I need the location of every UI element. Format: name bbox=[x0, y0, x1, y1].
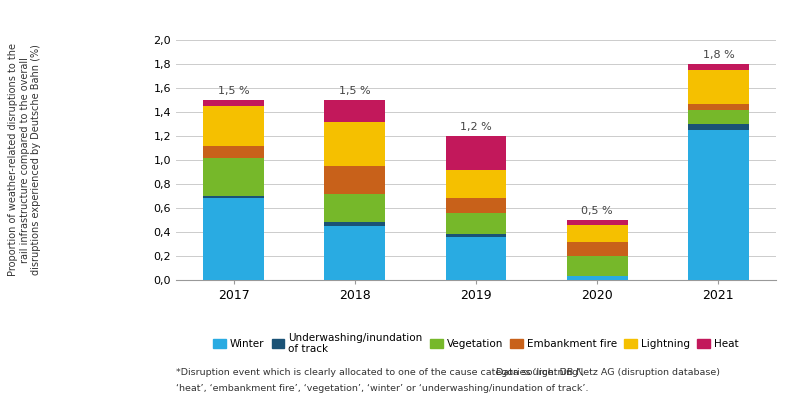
Text: 1,5 %: 1,5 % bbox=[339, 86, 370, 96]
Bar bbox=[567, 276, 627, 280]
Bar bbox=[325, 222, 385, 226]
Text: 1,5 %: 1,5 % bbox=[218, 86, 250, 96]
Bar bbox=[567, 225, 627, 242]
Text: 1,8 %: 1,8 % bbox=[702, 50, 734, 60]
Bar bbox=[446, 170, 506, 198]
Bar bbox=[567, 242, 627, 256]
Bar bbox=[688, 70, 749, 104]
Bar bbox=[203, 146, 264, 158]
Bar bbox=[203, 158, 264, 196]
Bar bbox=[203, 198, 264, 280]
Bar bbox=[325, 100, 385, 122]
Bar bbox=[567, 220, 627, 225]
Bar bbox=[567, 256, 627, 276]
Text: 0,5 %: 0,5 % bbox=[582, 206, 613, 216]
Bar bbox=[446, 213, 506, 234]
Text: Proportion of weather-related disruptions to the
rail infrastructure compared to: Proportion of weather-related disruption… bbox=[8, 44, 42, 276]
Bar bbox=[203, 196, 264, 198]
Bar bbox=[325, 122, 385, 166]
Legend: Winter, Underwashing/inundation
of track, Vegetation, Embankment fire, Lightning: Winter, Underwashing/inundation of track… bbox=[209, 328, 743, 358]
Bar bbox=[688, 124, 749, 130]
Text: Data source: DB Netz AG (disruption database): Data source: DB Netz AG (disruption data… bbox=[496, 368, 720, 377]
Bar bbox=[325, 166, 385, 194]
Bar bbox=[446, 237, 506, 280]
Bar bbox=[446, 198, 506, 213]
Text: *Disruption event which is clearly allocated to one of the cause categories ‘lig: *Disruption event which is clearly alloc… bbox=[176, 368, 584, 377]
Text: ‘heat’, ‘embankment fire’, ‘vegetation’, ‘winter’ or ‘underwashing/inundation of: ‘heat’, ‘embankment fire’, ‘vegetation’,… bbox=[176, 384, 589, 393]
Bar bbox=[446, 136, 506, 170]
Bar bbox=[446, 234, 506, 237]
Bar bbox=[688, 110, 749, 124]
Bar bbox=[688, 104, 749, 110]
Bar bbox=[325, 194, 385, 222]
Bar bbox=[688, 64, 749, 70]
Bar bbox=[325, 226, 385, 280]
Bar bbox=[203, 106, 264, 146]
Text: 1,2 %: 1,2 % bbox=[460, 122, 492, 132]
Bar bbox=[203, 100, 264, 106]
Bar bbox=[688, 130, 749, 280]
